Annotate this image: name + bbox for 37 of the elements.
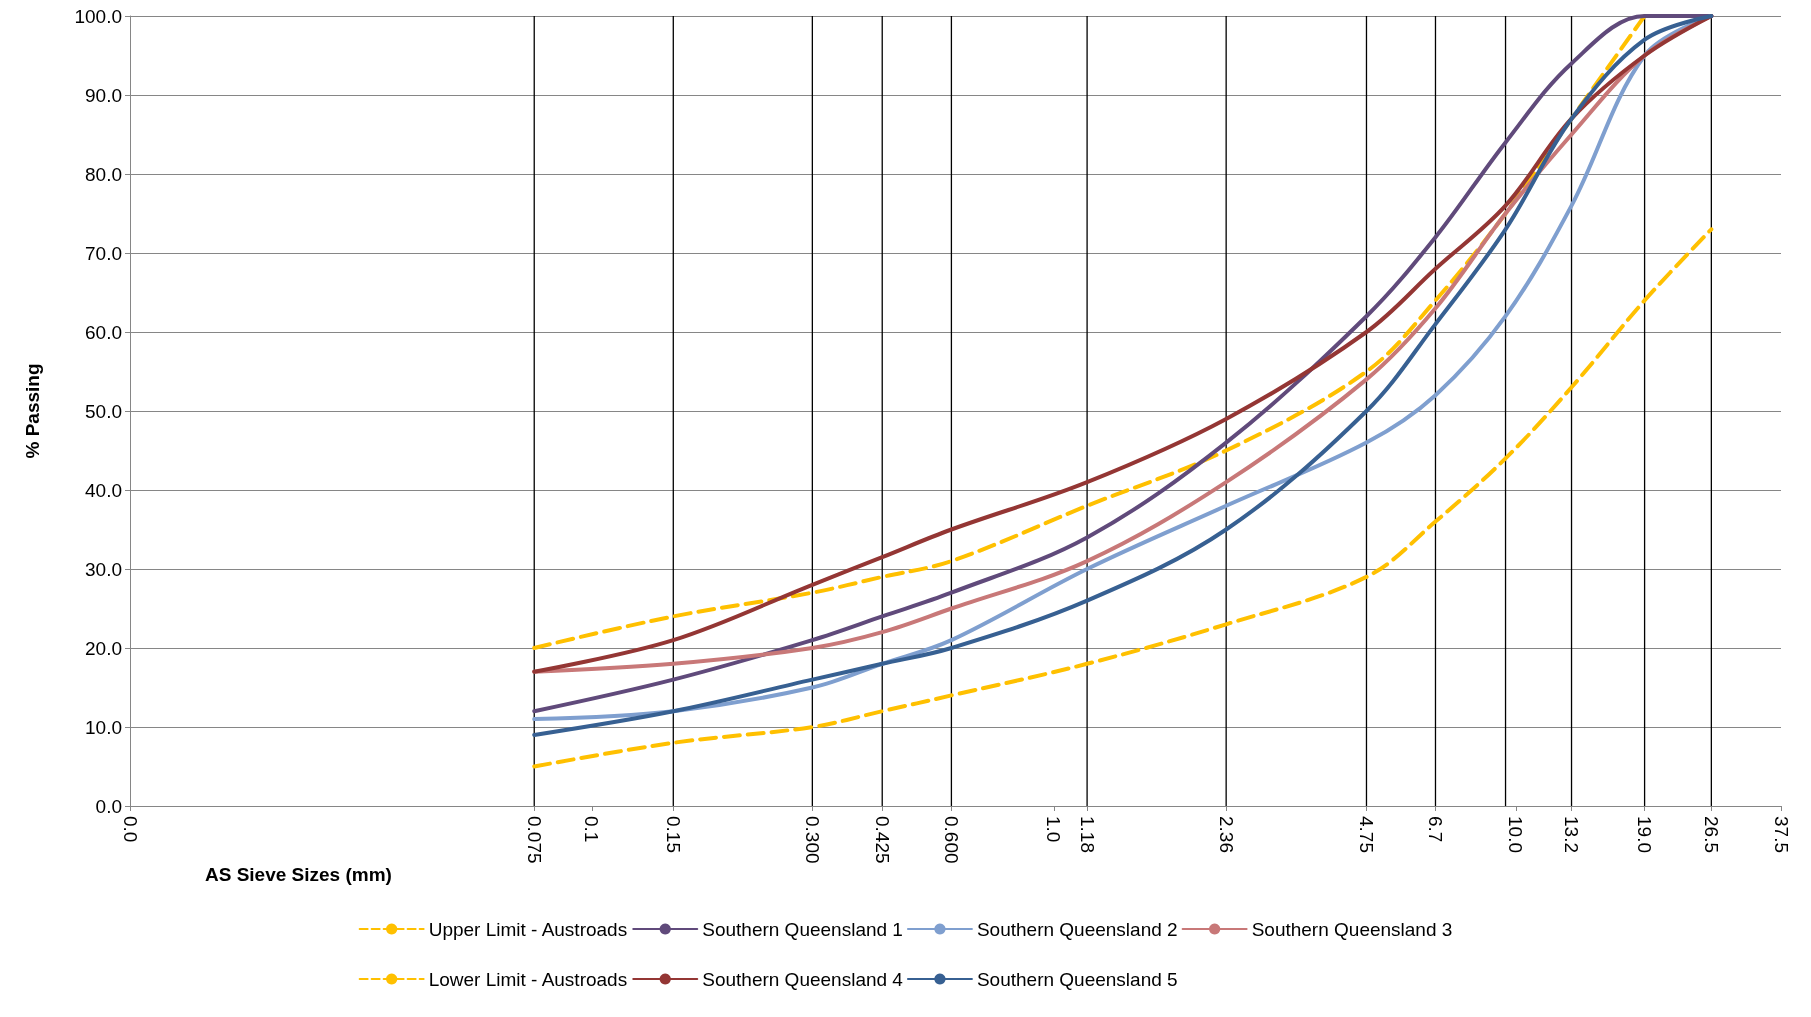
- y-tick-label: 30.0: [85, 558, 122, 580]
- x-tick-label: 13.2: [1561, 816, 1583, 853]
- x-tick-label: 0.075: [523, 816, 545, 864]
- legend-label: Southern Queensland 3: [1251, 918, 1453, 940]
- x-tick-label: 4.75: [1355, 816, 1377, 853]
- legend-label: Upper Limit - Austroads: [428, 918, 628, 940]
- x-tick-label: 0.300: [801, 816, 823, 864]
- legend-label: Southern Queensland 2: [976, 918, 1178, 940]
- y-tick-label: 60.0: [85, 321, 122, 343]
- legend-label: Southern Queensland 1: [702, 918, 903, 940]
- y-tick-label: 100.0: [74, 5, 122, 27]
- x-tick-label: 19.0: [1634, 816, 1656, 853]
- x-tick-label: 1.18: [1076, 816, 1098, 853]
- x-tick-label: 0.600: [940, 816, 962, 864]
- legend-label: Southern Queensland 4: [702, 968, 904, 990]
- y-tick-label: 0.0: [95, 795, 122, 817]
- x-tick-label: 0.425: [871, 816, 893, 864]
- x-tick-label: 2.36: [1215, 816, 1237, 853]
- x-tick-label: 6.7: [1424, 816, 1446, 843]
- x-tick-label: 0.15: [662, 816, 684, 853]
- legend-label: Southern Queensland 5: [976, 968, 1178, 990]
- y-tick-label: 70.0: [85, 242, 122, 264]
- y-tick-label: 90.0: [85, 84, 122, 106]
- y-tick-label: 50.0: [85, 400, 122, 422]
- x-tick-label: 0.0: [119, 816, 141, 843]
- y-tick-label: 80.0: [85, 163, 122, 185]
- y-tick-label: 20.0: [85, 637, 122, 659]
- x-tick-label: 1.0: [1043, 816, 1065, 843]
- y-tick-label: 10.0: [85, 716, 122, 738]
- legend-label: Lower Limit - Austroads: [428, 968, 628, 990]
- x-axis-title: AS Sieve Sizes (mm): [205, 864, 392, 885]
- x-tick-label: 0.1: [581, 816, 603, 843]
- y-tick-label: 40.0: [85, 479, 122, 501]
- x-tick-label: 37.5: [1770, 816, 1792, 853]
- y-axis-title: % Passing: [22, 363, 43, 459]
- x-tick-label: 26.5: [1700, 816, 1722, 853]
- x-tick-label: 10.0: [1505, 816, 1527, 853]
